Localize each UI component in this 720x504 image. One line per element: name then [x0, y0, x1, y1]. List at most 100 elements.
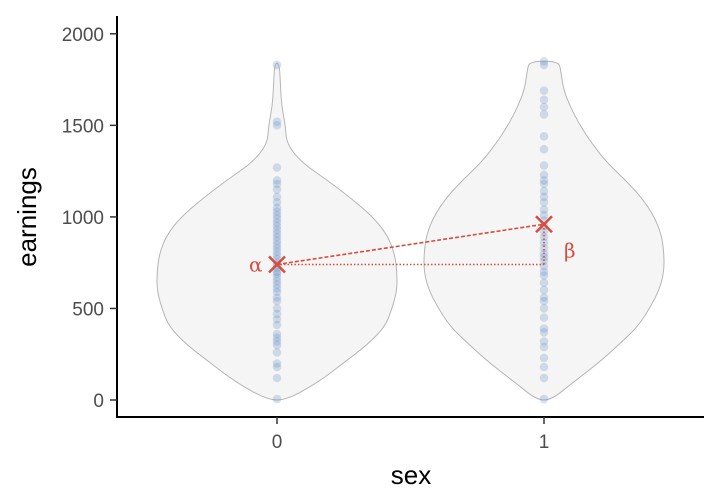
data-point-group-0-14 — [272, 293, 282, 302]
data-point-group-1-4 — [539, 342, 549, 352]
data-point-group-0-39 — [272, 203, 282, 212]
data-point-group-0-5 — [272, 340, 282, 350]
data-point-group-0-33 — [272, 225, 282, 234]
data-point-group-1-28 — [539, 198, 549, 207]
annotation-layer: αβ — [249, 215, 576, 277]
data-point-group-0-26 — [272, 251, 282, 260]
data-point-group-0-37 — [272, 210, 282, 220]
data-point-group-1-29 — [539, 192, 549, 202]
y-tick-label-1000: 1000 — [62, 208, 104, 229]
x-axis-title: sex — [391, 460, 431, 490]
data-point-group-1-41 — [539, 60, 549, 70]
mean-marker-group-1-stroke-b — [535, 215, 553, 234]
data-point-group-0-0 — [272, 394, 282, 404]
violin-group-1 — [423, 60, 665, 401]
data-point-group-1-15 — [539, 267, 549, 277]
data-point-group-1-2 — [539, 362, 549, 372]
data-point-group-0-20 — [272, 269, 282, 279]
data-point-group-1-0 — [539, 394, 549, 404]
y-tick-label-500: 500 — [72, 299, 104, 320]
data-point-group-1-32 — [539, 176, 549, 185]
data-point-group-0-4 — [272, 348, 282, 357]
data-point-group-1-27 — [539, 205, 549, 214]
data-point-group-1-40 — [539, 86, 549, 95]
data-point-group-0-35 — [272, 218, 282, 227]
data-point-group-1-1 — [539, 373, 549, 383]
y-tick-label-0: 0 — [93, 391, 104, 412]
data-point-group-1-20 — [539, 243, 549, 253]
data-point-group-0-48 — [272, 60, 282, 70]
y-tick-label-2000: 2000 — [62, 25, 104, 46]
alpha-label: α — [249, 253, 263, 277]
data-point-group-0-31 — [272, 232, 282, 242]
data-point-group-1-33 — [539, 170, 549, 180]
data-point-group-1-35 — [539, 144, 549, 154]
data-point-group-1-22 — [539, 232, 549, 242]
data-point-group-1-37 — [539, 110, 549, 119]
data-point-group-0-2 — [272, 362, 282, 372]
data-point-group-0-27 — [272, 247, 282, 256]
data-point-group-0-29 — [272, 240, 282, 249]
data-point-group-0-12 — [272, 304, 282, 313]
data-point-group-0-45 — [272, 163, 282, 172]
data-point-group-1-12 — [539, 285, 549, 295]
data-point-group-0-28 — [272, 243, 282, 253]
data-point-group-1-30 — [539, 187, 549, 196]
data-point-group-0-36 — [272, 214, 282, 223]
data-point-group-0-19 — [272, 273, 282, 282]
data-point-group-1-39 — [539, 95, 549, 104]
data-point-group-0-38 — [272, 207, 282, 216]
data-point-group-1-23 — [539, 227, 549, 236]
data-point-group-0-16 — [272, 284, 282, 293]
mean-marker-group-1 — [535, 215, 553, 234]
points-layer — [272, 57, 549, 404]
mean-marker-group-0-stroke-b — [268, 255, 286, 274]
data-point-group-1-3 — [539, 353, 549, 363]
data-point-group-0-11 — [272, 309, 282, 319]
data-point-group-1-13 — [539, 278, 549, 288]
data-point-group-0-9 — [272, 320, 282, 330]
violins-layer — [156, 60, 665, 401]
data-point-group-1-9 — [539, 304, 549, 313]
data-point-group-0-15 — [272, 287, 282, 297]
data-point-group-0-44 — [272, 176, 282, 185]
y-axis-title: earnings — [12, 167, 42, 267]
data-point-group-0-10 — [272, 315, 282, 324]
data-point-group-0-43 — [272, 179, 282, 189]
y-tick-label-1500: 1500 — [62, 116, 104, 137]
data-point-group-0-6 — [272, 337, 282, 346]
data-point-group-1-10 — [539, 296, 549, 306]
ticks-layer: 0 500 1000 1500 2000 0 1 — [62, 25, 550, 453]
data-point-group-0-3 — [272, 359, 282, 368]
x-tick-label-1: 1 — [539, 432, 550, 453]
data-point-group-0-42 — [272, 185, 282, 194]
data-point-group-1-6 — [539, 328, 549, 337]
data-point-group-0-34 — [272, 221, 282, 231]
data-point-group-1-11 — [539, 293, 549, 302]
data-point-group-0-47 — [272, 117, 282, 126]
violin-group-0 — [156, 62, 398, 401]
data-point-group-1-14 — [539, 271, 549, 280]
data-point-group-0-40 — [272, 198, 282, 207]
data-point-group-0-32 — [272, 229, 282, 238]
data-point-group-0-13 — [272, 296, 282, 306]
x-tick-label-0: 0 — [272, 432, 283, 453]
data-point-group-1-16 — [539, 262, 549, 271]
beta-label: β — [564, 238, 576, 262]
data-point-group-0-8 — [272, 329, 282, 339]
data-point-group-1-31 — [539, 179, 549, 189]
data-point-group-0-30 — [272, 236, 282, 245]
data-point-group-0-46 — [272, 121, 282, 130]
mean-connector-line — [276, 223, 545, 266]
data-point-group-1-8 — [539, 313, 549, 322]
data-point-group-1-38 — [539, 102, 549, 112]
data-point-group-1-34 — [539, 161, 549, 170]
mean-marker-group-0 — [268, 255, 286, 274]
data-point-group-0-21 — [272, 267, 282, 277]
data-point-group-0-7 — [272, 333, 282, 343]
data-point-group-0-41 — [272, 192, 282, 202]
data-point-group-1-5 — [539, 337, 549, 346]
data-point-group-1-7 — [539, 324, 549, 333]
data-point-group-1-42 — [539, 57, 549, 66]
